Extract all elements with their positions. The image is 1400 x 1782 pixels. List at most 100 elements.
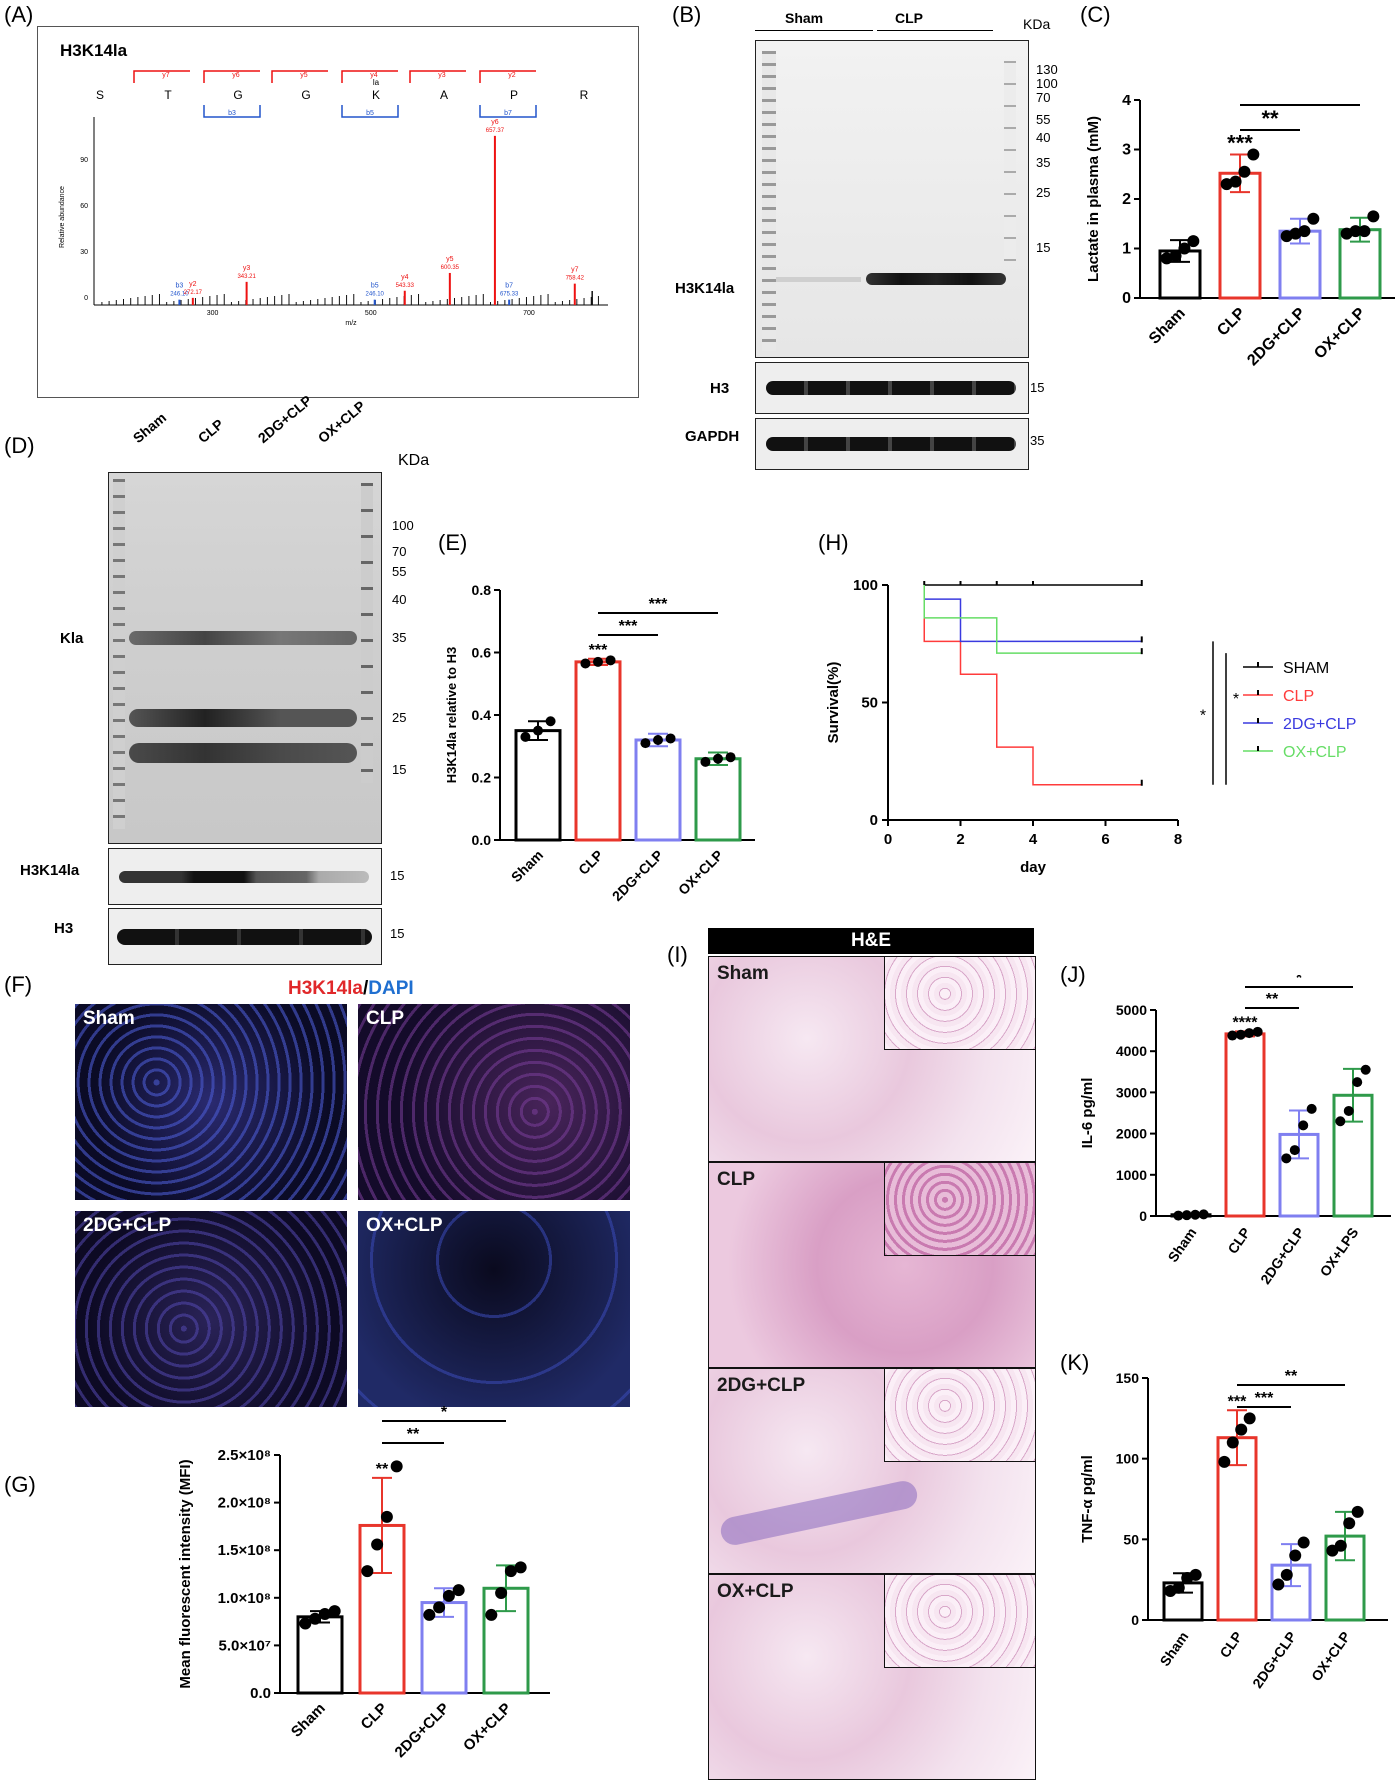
y-ion-bracket xyxy=(133,70,190,83)
peak-ion-label: b5 xyxy=(371,283,379,290)
data-point xyxy=(1335,1116,1346,1127)
chart-mfi: 0.0 5.0×10⁷ 1.0×10⁸ 1.5×10⁸ 2.0×10⁸ 2.5×10⁸ Me… xyxy=(177,1404,550,1761)
data-point xyxy=(1235,1029,1246,1040)
x-tick-label: OX+CLP xyxy=(460,1700,515,1755)
marker-55: 55 xyxy=(1036,112,1051,127)
spectrum-title: H3K14la xyxy=(60,41,128,60)
panel-label-e: (E) xyxy=(438,530,468,555)
lane-label-sham: Sham xyxy=(129,409,170,446)
marker-130: 130 xyxy=(1036,62,1058,77)
data-point xyxy=(1226,1436,1239,1449)
data-point xyxy=(1189,1568,1202,1581)
panel-label-a: (A) xyxy=(4,2,34,27)
x-tick-label: 4 xyxy=(1029,831,1038,848)
y-tick-label: 100 xyxy=(853,577,878,594)
data-point xyxy=(1289,1549,1302,1562)
x-tick-label: Sham xyxy=(508,847,546,885)
x-tick-label: 0 xyxy=(884,831,892,848)
x-tick-label: OX+CLP xyxy=(1311,305,1369,363)
seq-letter: K xyxy=(372,88,380,102)
data-point xyxy=(328,1605,341,1618)
significance-star: **** xyxy=(1233,1014,1259,1031)
data-point xyxy=(380,1510,393,1523)
marker-25: 25 xyxy=(1036,185,1051,200)
peak-ion-label: y4 xyxy=(401,274,409,281)
b-ion-label: b3 xyxy=(228,110,236,117)
he-image-sham: Sham xyxy=(708,956,1036,1162)
data-point xyxy=(514,1561,527,1574)
panel-label-b: (B) xyxy=(672,2,702,27)
data-point xyxy=(1181,1210,1192,1221)
blot-b-header: Sham CLP KDa xyxy=(755,10,1090,40)
data-point xyxy=(433,1601,446,1614)
if-title-sep: / xyxy=(363,978,369,999)
band-label-h3: H3 xyxy=(710,380,730,397)
seq-letter: S xyxy=(96,88,104,102)
data-point xyxy=(1178,242,1191,255)
y-tick-label: 1000 xyxy=(1116,1167,1147,1183)
kda-unit-d: KDa xyxy=(398,452,430,469)
x-axis-label: m/z xyxy=(345,320,357,327)
y-tick-label: 4 xyxy=(1122,95,1131,109)
panel-label-h: (H) xyxy=(818,530,849,555)
data-point xyxy=(1358,225,1371,238)
bracket-label: ** xyxy=(1261,106,1279,131)
seq-letter: A xyxy=(440,88,448,102)
bar-CLP xyxy=(1224,1032,1266,1218)
marker-70: 70 xyxy=(1036,90,1051,105)
seq-letter: P xyxy=(510,88,518,102)
x-tick-label: 2DG+CLP xyxy=(609,847,666,904)
data-point xyxy=(1289,1145,1300,1156)
peak-ion-label: y5 xyxy=(446,256,454,263)
data-point xyxy=(1247,148,1260,161)
data-point xyxy=(1173,1210,1184,1221)
data-point xyxy=(1360,1064,1371,1075)
y-tick-label: 3000 xyxy=(1116,1084,1147,1100)
legend-label: CLP xyxy=(1283,688,1314,705)
marker-55: 55 xyxy=(392,564,407,579)
blot-d-header: Sham CLP 2DG+CLP OX+CLP xyxy=(130,392,440,470)
marker-100: 100 xyxy=(1036,76,1058,91)
y-tick-label: 1.0×10⁸ xyxy=(218,1590,271,1607)
x-tick-label: CLP xyxy=(358,1700,391,1733)
peak-mz-label: 675.33 xyxy=(500,292,519,298)
data-point xyxy=(1235,1423,1248,1436)
data-point xyxy=(1187,235,1200,248)
blot-b-h3 xyxy=(755,362,1029,414)
x-tick-label: Sham xyxy=(1146,305,1189,348)
y-tick-label: 0.0 xyxy=(250,1685,271,1702)
data-point xyxy=(545,716,556,727)
panel-label-i: (I) xyxy=(667,942,688,967)
band-label-kla: Kla xyxy=(60,630,84,647)
data-point xyxy=(653,735,663,745)
bracket-label: *** xyxy=(619,618,638,635)
legend-label: OX+CLP xyxy=(1283,744,1347,761)
la-mark: la xyxy=(373,78,380,87)
blot-d-h3k14la xyxy=(108,848,382,905)
data-point xyxy=(423,1608,436,1621)
data-point xyxy=(1343,1517,1356,1530)
x-tick-label: Sham xyxy=(1164,1225,1199,1265)
data-point xyxy=(361,1565,374,1578)
x-tick-label: CLP xyxy=(1216,1629,1245,1661)
if-title-blue: DAPI xyxy=(368,978,414,999)
y-ion-label: y7 xyxy=(162,72,170,79)
if-label-sham: Sham xyxy=(83,1008,135,1029)
data-point xyxy=(1367,210,1380,223)
significance-star: * xyxy=(1233,691,1239,708)
data-point xyxy=(1297,1536,1310,1549)
x-tick-label: 2DG+CLP xyxy=(1249,1629,1299,1691)
data-point xyxy=(1349,225,1362,238)
x-tick-label: 300 xyxy=(207,310,219,317)
y-tick-label: 0 xyxy=(1131,1612,1139,1628)
x-tick-label: 700 xyxy=(523,310,535,317)
blot-d-markers: 100 70 55 40 35 25 15 xyxy=(386,472,426,842)
bar-CLP xyxy=(574,660,622,842)
he-label-sham: Sham xyxy=(717,963,769,984)
blot-b-main xyxy=(755,40,1029,358)
significance-star: ** xyxy=(376,1461,389,1478)
peak-ion-label: y7 xyxy=(571,267,579,274)
if-image-ox: OX+CLP xyxy=(358,1211,630,1407)
y-tick-label: 50 xyxy=(861,695,878,712)
y-axis-label: IL-6 pg/ml xyxy=(1079,1078,1096,1149)
